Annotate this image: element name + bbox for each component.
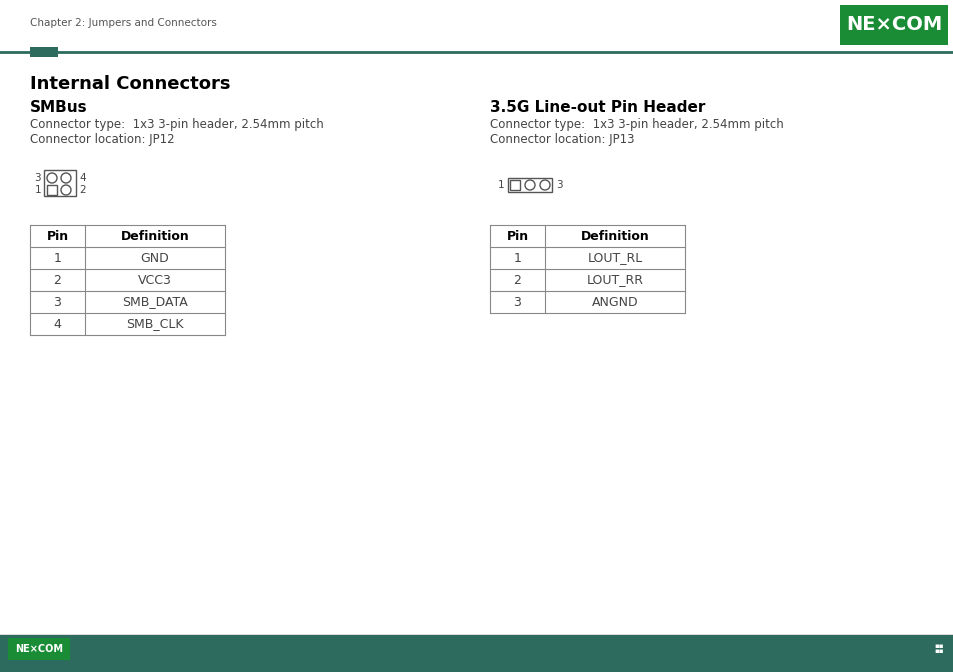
Text: Connector type:  1x3 3-pin header, 2.54mm pitch: Connector type: 1x3 3-pin header, 2.54mm… xyxy=(490,118,783,131)
Bar xyxy=(840,5,947,45)
Text: LOUT_RL: LOUT_RL xyxy=(587,251,642,265)
Text: NE×COM: NE×COM xyxy=(15,644,63,654)
Text: 3: 3 xyxy=(513,296,521,308)
Text: LOUT_RR: LOUT_RR xyxy=(586,274,643,286)
Text: SMB_DATA: SMB_DATA xyxy=(122,296,188,308)
Text: GND: GND xyxy=(140,251,170,265)
Text: NISE 4000P4E User Manual: NISE 4000P4E User Manual xyxy=(791,667,923,672)
Text: Connector location: JP13: Connector location: JP13 xyxy=(490,133,634,146)
Text: Connector location: JP12: Connector location: JP12 xyxy=(30,133,174,146)
Text: 4: 4 xyxy=(79,173,86,183)
Text: Connector type:  1x3 3-pin header, 2.54mm pitch: Connector type: 1x3 3-pin header, 2.54mm… xyxy=(30,118,323,131)
Text: Pin: Pin xyxy=(506,230,528,243)
Bar xyxy=(510,180,519,190)
Text: Internal Connectors: Internal Connectors xyxy=(30,75,231,93)
Text: 1: 1 xyxy=(34,185,41,195)
Text: SMBus: SMBus xyxy=(30,100,88,115)
Text: Definition: Definition xyxy=(120,230,190,243)
Text: Definition: Definition xyxy=(580,230,649,243)
Text: ▪▪
▪▪: ▪▪ ▪▪ xyxy=(934,643,943,654)
Text: 18: 18 xyxy=(469,667,484,672)
Bar xyxy=(8,638,70,660)
Text: 2: 2 xyxy=(513,274,521,286)
Text: 3: 3 xyxy=(556,180,562,190)
Text: VCC3: VCC3 xyxy=(138,274,172,286)
Text: 2: 2 xyxy=(79,185,86,195)
Text: 1: 1 xyxy=(497,180,503,190)
Text: 1: 1 xyxy=(513,251,521,265)
Bar xyxy=(507,178,552,192)
Text: NE×COM: NE×COM xyxy=(845,15,942,34)
Bar xyxy=(44,170,76,196)
Text: 3: 3 xyxy=(34,173,41,183)
Text: Copyright © 2013 NEXCOM International Co., Ltd. All Rights Reserved.: Copyright © 2013 NEXCOM International Co… xyxy=(30,667,374,672)
Bar xyxy=(0,635,953,672)
Text: ANGND: ANGND xyxy=(591,296,638,308)
Text: SMB_CLK: SMB_CLK xyxy=(126,317,184,331)
Text: 3: 3 xyxy=(53,296,61,308)
Text: Chapter 2: Jumpers and Connectors: Chapter 2: Jumpers and Connectors xyxy=(30,18,216,28)
Text: 3.5G Line-out Pin Header: 3.5G Line-out Pin Header xyxy=(490,100,704,115)
Bar xyxy=(47,185,57,195)
Text: 1: 1 xyxy=(53,251,61,265)
Bar xyxy=(30,47,58,57)
Text: 4: 4 xyxy=(53,317,61,331)
Text: Pin: Pin xyxy=(47,230,69,243)
Text: 2: 2 xyxy=(53,274,61,286)
